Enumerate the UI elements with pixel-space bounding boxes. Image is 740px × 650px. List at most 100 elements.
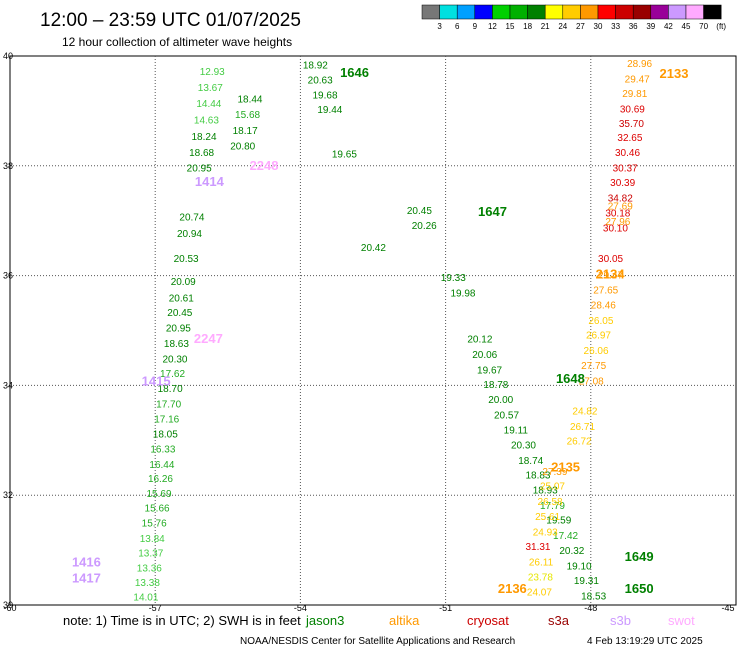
wave-height-value: 28.96 [627, 59, 652, 70]
wave-height-value: 18.78 [483, 380, 508, 391]
plot-frame [9, 55, 737, 606]
colorbar-swatch [615, 4, 634, 20]
colorbar-swatch [703, 4, 722, 20]
colorbar-swatch [562, 4, 581, 20]
colorbar-label: 39 [646, 22, 655, 31]
wave-height-value: 18.63 [164, 339, 189, 350]
x-tick-label: -48 [584, 603, 597, 613]
colorbar-label: 21 [541, 22, 550, 31]
generated-timestamp: 4 Feb 13:19:29 UTC 2025 [587, 636, 703, 647]
legend-entry-s3a: s3a [548, 613, 570, 628]
colorbar-label: 33 [611, 22, 620, 31]
wave-height-value: 27.69 [608, 202, 633, 213]
wave-height-value: 28.46 [591, 301, 616, 312]
wave-height-points: 12.93 13.67 14.44 14.63 18.24 18.68 20.95 20.74… [133, 59, 652, 604]
y-tick-label: 32 [3, 490, 13, 500]
wave-height-value: 16.44 [149, 460, 174, 471]
wave-height-value: 18.44 [237, 95, 262, 106]
wave-height-value: 20.63 [308, 75, 333, 86]
colorbar-swatch [509, 4, 528, 20]
y-tick-label: 30 [3, 600, 13, 610]
colorbar-label: 24 [558, 22, 567, 31]
grid-lines [10, 56, 736, 605]
wave-height-value: 12.93 [200, 67, 225, 78]
wave-height-value: 24.82 [572, 406, 597, 417]
colorbar-label: 42 [664, 22, 673, 31]
colorbar-swatch [527, 4, 546, 20]
wave-height-value: 19.44 [317, 105, 342, 116]
wave-height-value: 20.00 [488, 395, 513, 406]
wave-height-value: 30.46 [615, 148, 640, 159]
colorbar-label: (ft) [716, 22, 726, 31]
x-tick-label: -54 [294, 603, 307, 613]
colorbar-swatch [580, 4, 599, 20]
pass-number-label: 1650 [625, 581, 654, 596]
pass-number-label: 1647 [478, 204, 507, 219]
page-title: 12:00 – 23:59 UTC 01/07/2025 [40, 10, 301, 31]
wave-height-value: 30.18 [605, 208, 630, 219]
wave-height-value: 18.24 [192, 132, 217, 143]
wave-height-value: 20.30 [162, 354, 187, 365]
pass-number-label: 2248 [250, 158, 279, 173]
x-tick-label: -60 [3, 603, 16, 613]
wave-height-value: 13.38 [135, 578, 160, 589]
wave-height-value: 34.82 [608, 193, 633, 204]
wave-height-value: 26.11 [529, 557, 554, 568]
wave-height-value: 18.83 [525, 471, 550, 482]
wave-height-value: 30.39 [610, 178, 635, 189]
legend-entry-jason3: jason3 [305, 613, 344, 628]
wave-height-value: 19.33 [441, 273, 466, 284]
page-subtitle: 12 hour collection of altimeter wave hei… [62, 35, 292, 49]
colorbar-swatch [597, 4, 616, 20]
pass-number-label: 1417 [72, 570, 101, 585]
wave-height-value: 20.12 [467, 335, 492, 346]
colorbar-swatch [492, 4, 511, 20]
colorbar-label: 3 [437, 22, 442, 31]
wave-height-value: 18.92 [303, 61, 328, 72]
wave-height-value: 20.45 [407, 206, 432, 217]
wave-height-value: 13.36 [137, 564, 162, 575]
wave-height-value: 25.07 [540, 482, 565, 493]
pass-number-label: 2136 [498, 581, 527, 596]
wave-height-value: 30.10 [603, 224, 628, 235]
wave-height-value: 20.95 [187, 163, 212, 174]
wave-height-value: 20.74 [179, 213, 204, 224]
wave-height-value: 30.37 [613, 163, 638, 174]
wave-height-value: 13.84 [140, 534, 165, 545]
wave-height-value: 31.31 [525, 542, 550, 553]
colorbar-swatch [544, 4, 564, 20]
wave-height-value: 20.30 [511, 441, 536, 452]
wave-height-value: 17.42 [553, 531, 578, 542]
wave-height-value: 19.68 [313, 90, 338, 101]
colorbar: 3 6 9 12 15 18 21 24 27 30 33 36 39 42 45 70 (ft) [421, 4, 726, 31]
y-tick-label: 38 [3, 161, 13, 171]
wave-height-value: 26.72 [567, 437, 592, 448]
legend-entry-s3b: s3b [610, 613, 631, 628]
wave-height-value: 20.80 [230, 141, 255, 152]
pass-number-label: 2134 [596, 266, 626, 281]
wave-height-value: 20.53 [174, 254, 199, 265]
colorbar-swatch [474, 4, 493, 20]
wave-height-value: 14.01 [133, 593, 158, 604]
colorbar-label: 36 [629, 22, 638, 31]
wave-height-value: 26.05 [588, 316, 613, 327]
wave-height-value: 15.69 [146, 489, 171, 500]
wave-height-value: 27.96 [605, 217, 630, 228]
wave-height-value: 25.61 [535, 512, 560, 523]
legend-entry-altika: altika [389, 613, 420, 628]
colorbar-label: 6 [455, 22, 460, 31]
colorbar-label: 45 [682, 22, 691, 31]
x-tick-label: -57 [149, 603, 162, 613]
wave-height-value: 15.68 [235, 110, 260, 121]
colorbar-label: 9 [473, 22, 478, 31]
wave-height-value: 30.05 [598, 254, 623, 265]
wave-height-value: 18.70 [158, 384, 183, 395]
wave-height-value: 20.26 [412, 221, 437, 232]
pass-number-label: 1414 [195, 174, 225, 189]
wave-height-value: 20.94 [177, 229, 202, 240]
pass-number-label: 1415 [142, 373, 171, 388]
pass-number-label: 1646 [340, 65, 369, 80]
wave-height-value: 13.67 [198, 83, 223, 94]
wave-height-value: 24.93 [533, 527, 558, 538]
